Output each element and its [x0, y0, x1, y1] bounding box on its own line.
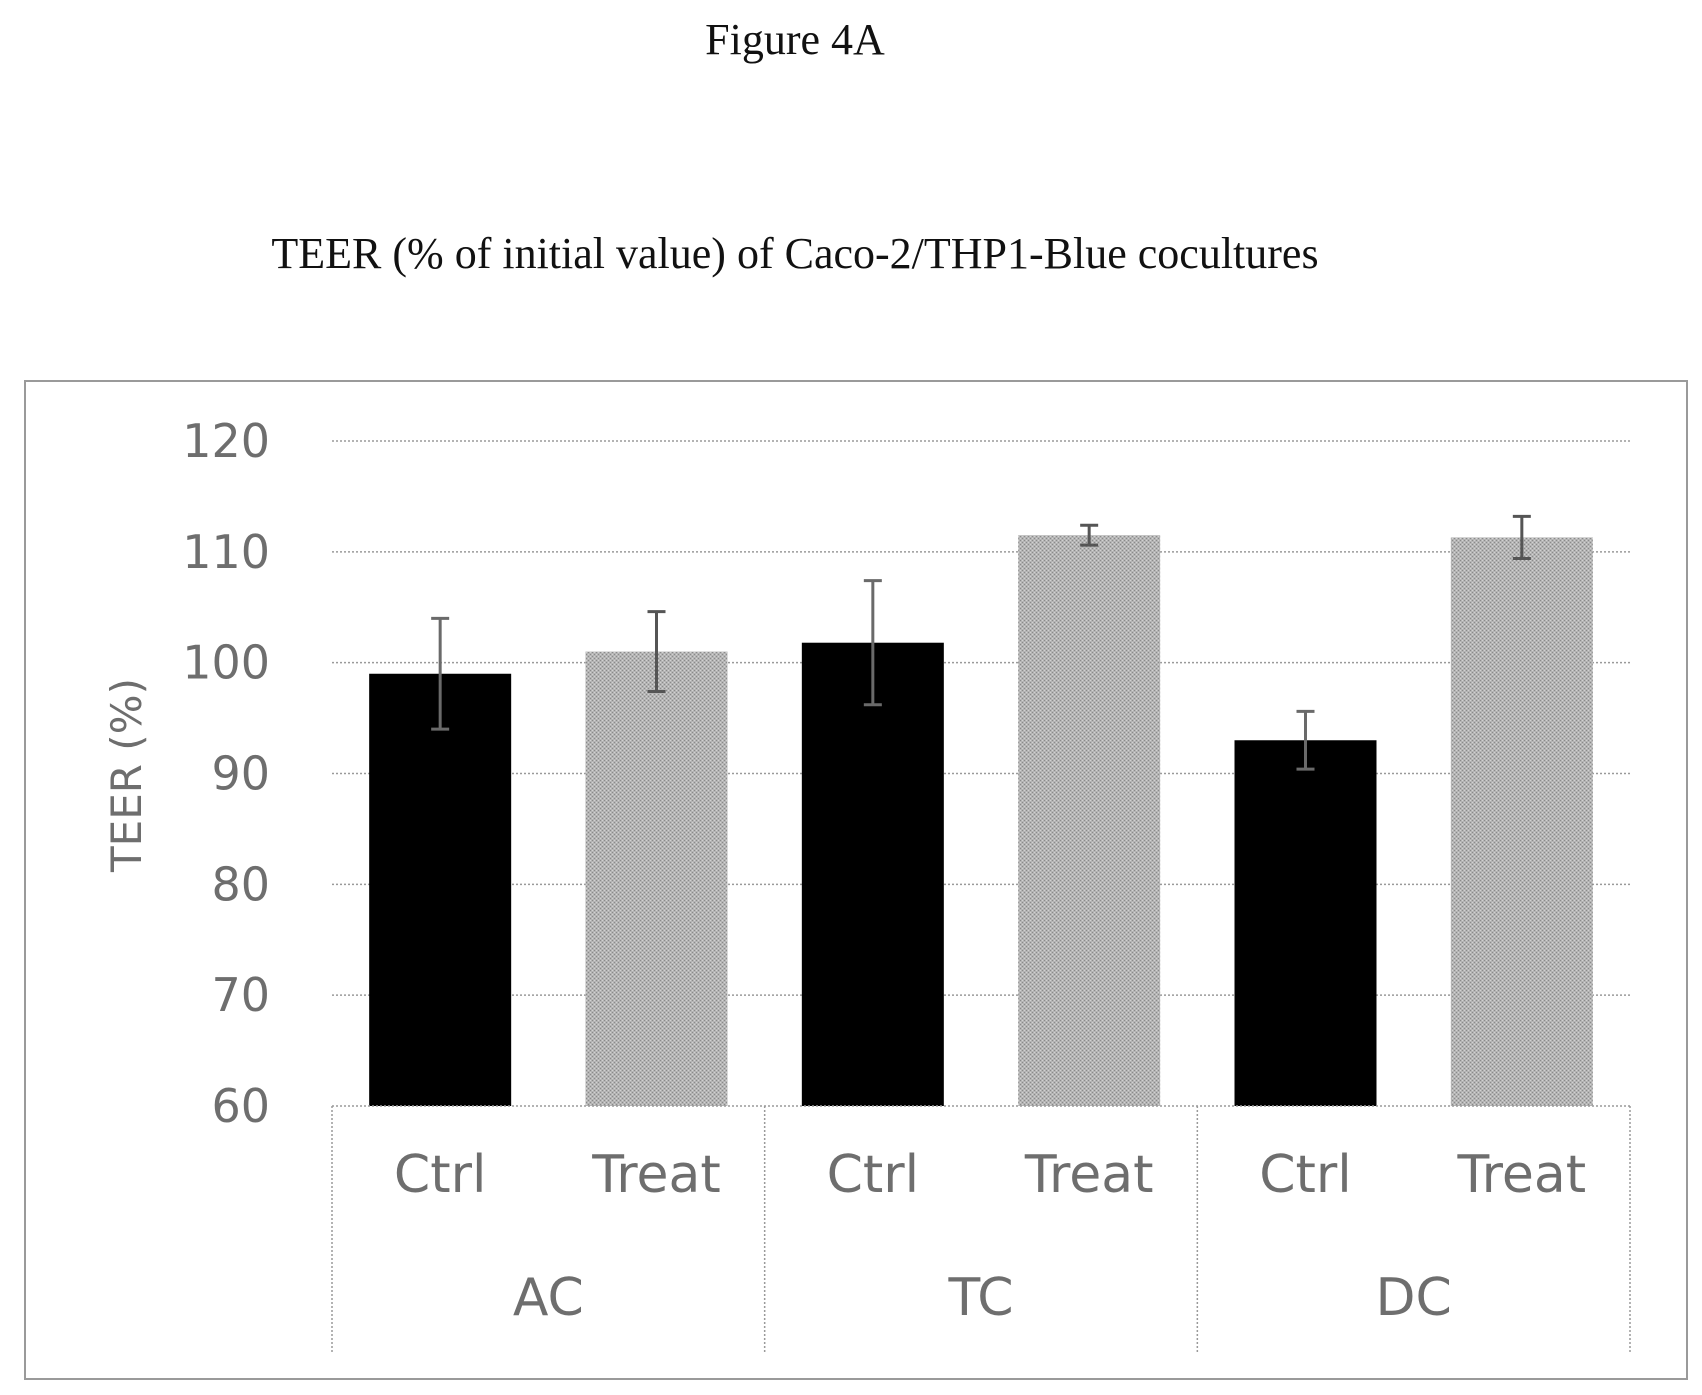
y-tick-label: 100 [182, 636, 270, 690]
y-tick-label: 70 [211, 968, 270, 1022]
y-tick-label: 80 [211, 857, 270, 911]
x-group-label: TC [947, 1268, 1013, 1328]
x-category-label: Treat [1024, 1145, 1154, 1205]
y-tick-label: 60 [211, 1079, 270, 1133]
y-tick-label: 110 [182, 525, 270, 579]
bar-ac-ctrl [369, 673, 512, 1106]
chart-frame [24, 380, 1688, 1380]
x-category-label: Ctrl [827, 1145, 920, 1205]
x-category-label: Ctrl [394, 1145, 487, 1205]
x-category-label: Treat [591, 1145, 721, 1205]
gridlines [332, 440, 1630, 996]
y-axis-ticks: 60 70 80 90 100 110 120 [182, 414, 270, 1133]
x-category-label: Treat [1457, 1145, 1587, 1205]
chart-title: TEER (% of initial value) of Caco-2/THP1… [271, 229, 1319, 278]
bar-tc-ctrl [801, 642, 944, 1106]
bar-ac-treat [585, 651, 728, 1106]
bars [369, 535, 1593, 1106]
y-tick-label: 90 [211, 747, 270, 801]
bar-dc-treat [1450, 537, 1593, 1106]
error-bars [431, 514, 1531, 771]
bar-tc-treat [1018, 535, 1161, 1106]
x-group-label: DC [1375, 1268, 1451, 1328]
bar-dc-ctrl [1234, 740, 1377, 1106]
y-tick-label: 120 [182, 414, 270, 468]
x-group-label: AC [513, 1268, 584, 1328]
y-axis-title: TEER (%) [102, 678, 151, 873]
x-category-label: Ctrl [1259, 1145, 1352, 1205]
figure-label: Figure 4A [705, 15, 885, 64]
x-axis: Ctrl Treat AC Ctrl Treat TC Ctrl Treat DC [331, 1105, 1631, 1352]
